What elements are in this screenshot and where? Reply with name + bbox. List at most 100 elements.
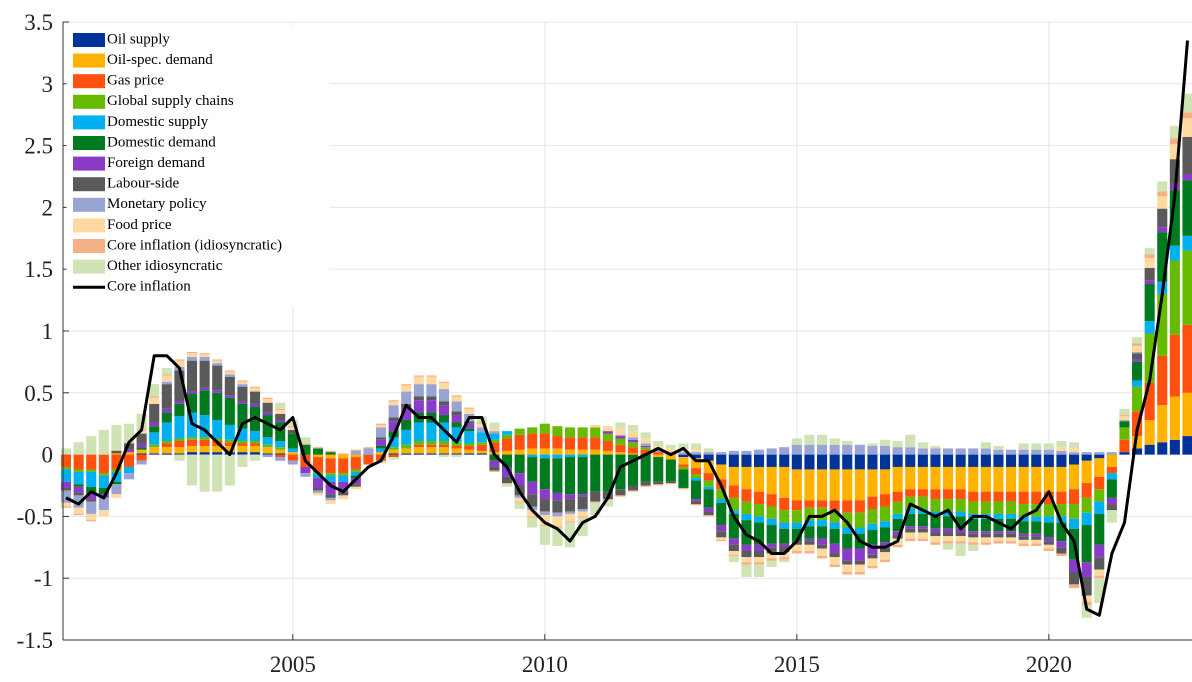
bar-segment <box>287 429 298 434</box>
bar-segment <box>527 516 538 518</box>
bar-segment <box>388 454 399 458</box>
bar-segment <box>212 445 223 453</box>
x-tick-label: 2005 <box>270 652 316 677</box>
bar-segment <box>766 553 777 559</box>
bar-segment <box>1119 415 1130 417</box>
bar-segment <box>728 551 739 555</box>
bar-segment <box>829 500 840 511</box>
bar-segment <box>199 452 210 455</box>
bar-segment <box>905 489 916 497</box>
bar-segment <box>401 391 412 404</box>
bar-segment <box>1043 454 1054 467</box>
bar-segment <box>111 481 122 485</box>
bar-segment <box>123 423 135 443</box>
bar-segment <box>73 486 84 493</box>
bar-segment <box>703 473 714 481</box>
bar-segment <box>754 454 765 467</box>
bar-segment <box>917 538 928 542</box>
bar-segment <box>98 473 109 476</box>
bar-segment <box>1056 491 1067 505</box>
bar-segment <box>565 522 576 548</box>
bar-segment <box>754 544 765 552</box>
y-tick-label: 0 <box>42 443 54 468</box>
bar-segment <box>1043 544 1054 549</box>
bar-segment <box>842 527 853 534</box>
bar-segment <box>249 445 261 453</box>
bar-segment <box>590 454 601 492</box>
legend-label: Oil-spec. demand <box>107 52 213 68</box>
bar-segment <box>1157 293 1168 356</box>
bar-segment <box>325 458 336 474</box>
bar-segment <box>1106 454 1117 467</box>
bar-segment <box>275 402 286 409</box>
bar-segment <box>930 489 941 500</box>
bar-segment <box>829 557 840 565</box>
bar-segment <box>539 526 550 545</box>
bar-segment <box>199 454 210 492</box>
bar-segment <box>212 365 223 391</box>
bar-segment <box>338 454 349 459</box>
bar-segment <box>1132 361 1143 381</box>
bar-segment <box>1031 449 1042 455</box>
bar-segment <box>275 408 286 411</box>
bar-segment <box>665 448 676 453</box>
bar-segment <box>1006 541 1017 544</box>
bar-segment <box>943 499 954 512</box>
legend-swatch <box>73 115 105 130</box>
bar-segment <box>1157 196 1168 209</box>
bar-segment <box>300 443 311 445</box>
bar-segment <box>451 401 462 412</box>
bar-segment <box>312 490 324 493</box>
bar-segment <box>476 423 487 428</box>
bar-segment <box>779 447 790 455</box>
bar-segment <box>1069 489 1080 505</box>
legend-swatch <box>73 53 105 68</box>
bar-segment <box>892 454 903 467</box>
bar-segment <box>1018 521 1029 534</box>
bar-segment <box>174 403 185 417</box>
bar-segment <box>86 499 97 502</box>
bar-segment <box>1018 533 1029 537</box>
bar-segment <box>766 558 777 561</box>
bar-segment <box>993 541 1004 544</box>
bar-segment <box>426 376 437 385</box>
bar-segment <box>754 449 765 455</box>
bar-segment <box>1031 533 1042 537</box>
bar-segment <box>943 541 954 544</box>
bar-segment <box>426 400 437 413</box>
bar-segment <box>741 564 752 577</box>
bar-segment <box>350 454 361 458</box>
bar-segment <box>867 445 878 455</box>
bar-segment <box>98 429 109 455</box>
bar-segment <box>804 500 815 508</box>
bar-segment <box>640 485 651 487</box>
bar-segment <box>905 513 916 527</box>
bar-segment <box>350 449 361 451</box>
bar-segment <box>1094 513 1105 545</box>
bar-segment <box>501 434 513 439</box>
bar-segment <box>930 536 941 543</box>
bar-segment <box>275 453 286 455</box>
bar-segment <box>590 424 601 428</box>
bar-segment <box>577 427 588 438</box>
bar-segment <box>968 454 979 467</box>
bar-segment <box>1132 353 1143 360</box>
bar-segment <box>804 544 815 552</box>
bar-segment <box>98 510 109 517</box>
bar-segment <box>1169 334 1180 397</box>
bar-segment <box>338 475 349 482</box>
bar-segment <box>943 543 954 550</box>
bar-segment <box>842 560 853 565</box>
bar-segment <box>174 447 185 454</box>
bar-segment <box>1069 452 1080 455</box>
bar-segment <box>1043 449 1054 455</box>
bar-segment <box>716 531 727 538</box>
bar-segment <box>565 437 576 450</box>
bar-segment <box>1043 516 1054 523</box>
bar-segment <box>1144 248 1155 255</box>
bar-segment <box>703 454 714 461</box>
bar-segment <box>275 419 286 423</box>
bar-segment <box>438 444 450 448</box>
bar-segment <box>1069 518 1080 529</box>
bar-segment <box>312 474 324 479</box>
